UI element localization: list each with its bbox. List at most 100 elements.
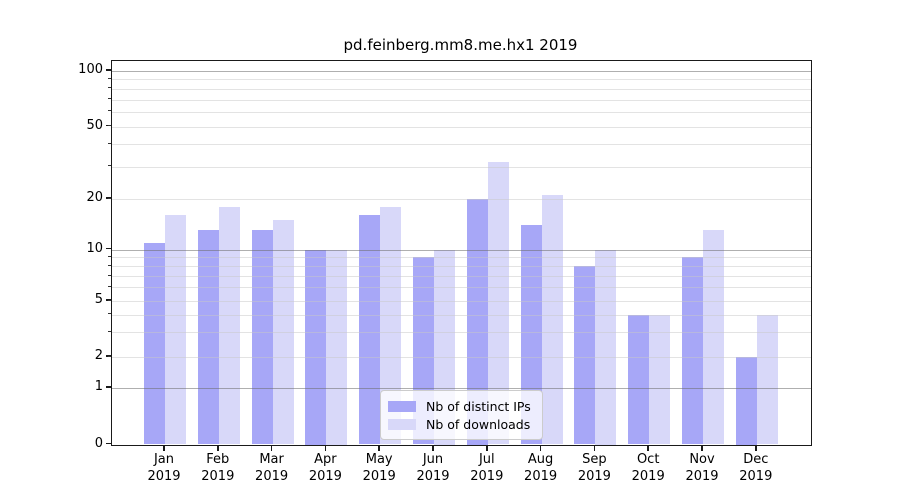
y-tick-mark-1 bbox=[106, 386, 111, 388]
y-minor-tick-mark-80 bbox=[108, 87, 111, 89]
x-axis-year-label-jun: 2019 bbox=[416, 469, 450, 484]
x-axis-year-label-jan: 2019 bbox=[147, 469, 181, 484]
x-tick-mark-oct bbox=[647, 445, 649, 451]
major-gridline-100 bbox=[112, 71, 811, 72]
legend-item-ips: Nb of distinct IPs bbox=[388, 397, 534, 415]
chart-title: pd.feinberg.mm8.me.hx1 2019 bbox=[343, 36, 578, 54]
y-tick-label-2: 2 bbox=[94, 348, 103, 363]
y-tick-label-100: 100 bbox=[78, 62, 103, 77]
bar-ips-nov bbox=[682, 257, 703, 445]
bar-ips-oct bbox=[628, 314, 650, 445]
x-axis-year-label-dec: 2019 bbox=[739, 469, 773, 484]
x-axis-month-label-apr: Apr bbox=[314, 452, 337, 467]
minor-gridline-70 bbox=[112, 99, 811, 101]
x-axis-month-label-mar: Mar bbox=[259, 452, 284, 467]
y-minor-tick-mark-20 bbox=[108, 197, 111, 199]
minor-gridline-7 bbox=[112, 276, 811, 277]
y-minor-tick-mark-70 bbox=[108, 98, 111, 100]
bar-ips-jan bbox=[144, 242, 165, 445]
minor-gridline-50 bbox=[112, 126, 811, 128]
bar-downloads-apr bbox=[326, 249, 348, 445]
y-minor-tick-mark-3 bbox=[108, 330, 111, 332]
x-tick-mark-may bbox=[378, 445, 380, 451]
y-minor-tick-mark-60 bbox=[108, 110, 111, 112]
minor-gridline-30 bbox=[112, 166, 811, 168]
legend-label-ips: Nb of distinct IPs bbox=[426, 398, 531, 414]
y-minor-tick-mark-8 bbox=[108, 264, 111, 266]
x-tick-mark-jan bbox=[163, 445, 165, 451]
legend-item-downloads: Nb of downloads bbox=[388, 415, 534, 433]
y-minor-tick-mark-50 bbox=[108, 125, 111, 126]
x-axis-year-label-oct: 2019 bbox=[631, 469, 665, 484]
ips-color-swatch bbox=[388, 400, 416, 412]
y-minor-tick-mark-40 bbox=[108, 142, 111, 144]
plot-area: Nb of distinct IPs Nb of downloads bbox=[111, 60, 812, 446]
downloads-color-swatch bbox=[388, 418, 416, 430]
x-axis-year-label-feb: 2019 bbox=[201, 469, 235, 484]
y-tick-label-20: 20 bbox=[86, 190, 103, 205]
x-axis-year-label-apr: 2019 bbox=[308, 469, 342, 484]
legend: Nb of distinct IPs Nb of downloads bbox=[380, 390, 543, 440]
x-axis-month-label-sep: Sep bbox=[582, 452, 607, 467]
x-axis-month-label-dec: Dec bbox=[743, 452, 769, 467]
y-tick-mark-10 bbox=[106, 247, 111, 250]
bar-downloads-nov bbox=[703, 230, 724, 445]
minor-gridline-90 bbox=[112, 79, 811, 81]
bar-ips-feb bbox=[197, 230, 219, 445]
bar-downloads-oct bbox=[649, 314, 671, 445]
x-axis-month-label-jul: Jul bbox=[478, 452, 495, 467]
x-tick-mark-jun bbox=[432, 445, 434, 451]
x-axis-year-label-may: 2019 bbox=[362, 469, 396, 484]
x-axis-month-label-feb: Feb bbox=[206, 452, 230, 467]
bar-downloads-jan bbox=[165, 215, 186, 445]
x-tick-mark-mar bbox=[270, 445, 273, 451]
y-minor-tick-mark-6 bbox=[108, 285, 111, 287]
bar-ips-apr bbox=[305, 249, 327, 445]
minor-gridline-60 bbox=[112, 111, 811, 113]
y-minor-tick-mark-30 bbox=[108, 165, 111, 167]
y-minor-tick-mark-9 bbox=[108, 255, 111, 257]
bar-ips-may bbox=[359, 215, 381, 445]
x-axis-year-label-aug: 2019 bbox=[524, 469, 558, 484]
y-minor-tick-mark-7 bbox=[108, 274, 111, 276]
bar-ips-mar bbox=[251, 230, 273, 445]
minor-gridline-80 bbox=[112, 88, 811, 90]
y-minor-tick-mark-2 bbox=[108, 355, 111, 357]
x-tick-mark-aug bbox=[539, 445, 542, 451]
y-minor-tick-mark-90 bbox=[108, 77, 111, 79]
y-tick-label-10: 10 bbox=[86, 240, 103, 256]
minor-gridline-9 bbox=[112, 257, 811, 259]
x-tick-mark-sep bbox=[593, 445, 596, 451]
bar-ips-dec bbox=[735, 357, 757, 445]
x-tick-mark-apr bbox=[324, 445, 327, 451]
y-tick-mark-0 bbox=[106, 442, 111, 445]
minor-gridline-6 bbox=[112, 287, 811, 289]
y-minor-tick-mark-4 bbox=[108, 313, 111, 315]
bar-ips-jul bbox=[466, 199, 488, 445]
y-tick-label-1: 1 bbox=[94, 379, 103, 394]
x-tick-mark-nov bbox=[701, 445, 703, 451]
x-axis-month-label-jan: Jan bbox=[153, 452, 175, 467]
x-axis-year-label-mar: 2019 bbox=[255, 469, 289, 484]
minor-gridline-8 bbox=[112, 266, 811, 268]
minor-gridline-2 bbox=[112, 357, 811, 358]
x-axis-month-label-may: May bbox=[365, 452, 393, 467]
bar-downloads-aug bbox=[541, 195, 563, 445]
minor-gridline-5 bbox=[112, 301, 811, 302]
x-tick-mark-feb bbox=[217, 445, 219, 451]
major-gridline-1 bbox=[112, 388, 811, 389]
minor-gridline-20 bbox=[112, 199, 811, 200]
y-tick-label-5: 5 bbox=[94, 292, 103, 307]
y-tick-label-50: 50 bbox=[86, 117, 103, 133]
x-axis-month-label-jun: Jun bbox=[422, 452, 444, 467]
x-tick-mark-dec bbox=[755, 445, 757, 451]
x-axis-month-label-oct: Oct bbox=[636, 452, 660, 467]
y-tick-label-0: 0 bbox=[94, 435, 103, 451]
y-minor-tick-mark-5 bbox=[108, 299, 111, 301]
x-axis-year-label-sep: 2019 bbox=[577, 469, 611, 484]
bar-downloads-feb bbox=[218, 206, 240, 445]
minor-gridline-3 bbox=[112, 332, 811, 334]
x-axis-month-label-aug: Aug bbox=[527, 452, 554, 467]
x-axis-year-label-jul: 2019 bbox=[470, 469, 504, 484]
